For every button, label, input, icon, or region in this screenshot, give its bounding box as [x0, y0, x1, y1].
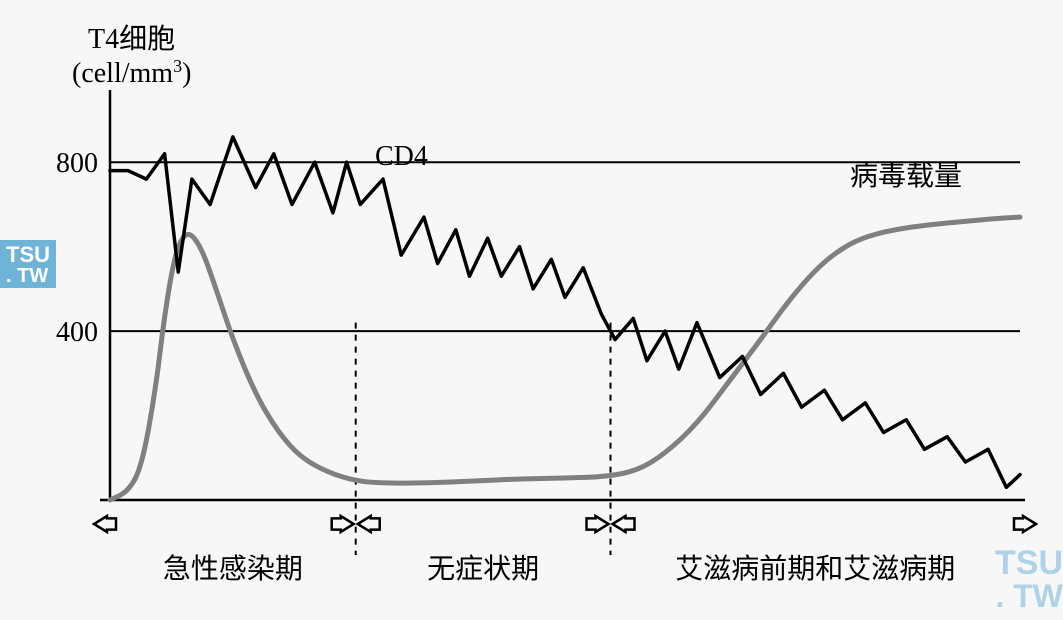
- y-axis-title: T4细胞: [88, 23, 175, 55]
- y-tick-label: 800: [56, 148, 98, 179]
- y-tick-label: 400: [56, 317, 98, 348]
- chart-container: 400800T4细胞(cell/mm3)CD4病毒载量急性感染期无症状期艾滋病前…: [0, 0, 1063, 620]
- series-label-cd4: CD4: [375, 141, 428, 172]
- phase-label: 艾滋病前期和艾滋病期: [675, 553, 955, 585]
- chart-svg: 400800T4细胞(cell/mm3)CD4病毒载量急性感染期无症状期艾滋病前…: [0, 0, 1063, 620]
- phase-label: 无症状期: [427, 553, 539, 585]
- phase-label: 急性感染期: [163, 553, 303, 585]
- series-label-viral-load: 病毒载量: [850, 160, 962, 192]
